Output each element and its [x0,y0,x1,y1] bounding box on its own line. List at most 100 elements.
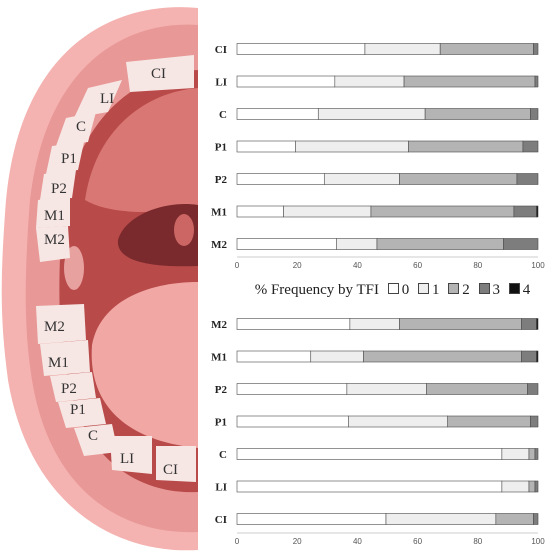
lower-tick-label: 20 [293,537,302,546]
upper-category-label: P1 [215,142,227,154]
lower-tick-label: 60 [413,537,422,546]
lower-molar-m1 [40,340,90,376]
tooth-label-upper-li: LI [100,91,114,107]
legend-item-2: 2 [448,282,470,299]
upper-bar-c-tfi-3 [530,108,539,120]
lower-bar-p1-tfi-3 [530,415,539,428]
lower-tick-label: 40 [353,537,362,546]
lower-category-label: M1 [211,352,227,364]
lower-bar-p2-tfi-1 [346,383,427,395]
upper-bar-m1-tfi-3 [513,205,537,218]
upper-tick-label: 60 [413,261,422,270]
upper-bar-p1-tfi-0 [236,140,296,153]
lower-bar-c-tfi-2 [528,448,536,460]
upper-bar-li-tfi-3 [534,75,539,88]
lower-premolar-p1 [58,398,106,428]
upper-bar-p2-tfi-3 [516,173,539,185]
upper-category-label: M1 [211,207,227,219]
lower-bar-ci-tfi-0 [236,513,387,525]
lower-category-label: P1 [215,417,227,429]
upper-category-label: LI [215,77,227,89]
upper-bar-m2-tfi-3 [503,238,539,250]
upper-bar-m1-tfi-0 [236,205,284,218]
lower-bar-m1-tfi-2 [363,350,522,363]
upper-bar-c-tfi-2 [424,108,531,120]
upper-premolar-p2 [40,170,76,200]
tooth-label-lower-c: C [88,428,98,444]
upper-bar-p2-tfi-0 [236,173,325,185]
lower-bar-m2-tfi-2 [399,318,522,330]
tooth-label-lower-m1: M1 [48,355,69,371]
legend-label-0: 0 [401,282,410,298]
tooth-label-upper-p1: P1 [61,151,77,167]
upper-premolar-p1 [46,142,84,174]
legend-swatch-2 [448,283,460,294]
lower-bar-m2-tfi-1 [349,318,400,330]
upper-bar-li-tfi-0 [236,75,336,88]
lower-bar-p1-tfi-0 [236,415,349,428]
upper-bar-p1-tfi-3 [522,140,539,153]
upper-bar-li-tfi-1 [334,75,405,88]
upper-bar-p2-tfi-1 [323,173,400,185]
upper-bar-c-tfi-0 [236,108,319,120]
upper-tick-label: 0 [235,261,240,270]
lower-bar-m1-tfi-1 [310,350,364,363]
upper-bar-ci-tfi-3 [533,43,539,55]
upper-bar-m2-tfi-2 [376,238,504,250]
upper-bar-ci-tfi-2 [439,43,534,55]
upper-jaw-chart: CI LI C P1 P2 M1 M2 0 20 40 60 80 100 [211,43,545,270]
tooth-label-upper-m2: M2 [44,232,65,248]
lower-tick-label: 100 [531,537,545,546]
lower-central-incisor [156,446,196,482]
upper-category-label: C [219,109,227,121]
tooth-label-upper-c: C [76,119,86,135]
lower-jaw-chart: M2 M1 P2 P1 C LI CI 0 20 40 60 80 100 [211,318,545,546]
upper-tick-label: 20 [293,261,302,270]
lower-bar-m1-tfi-4 [536,350,539,363]
upper-tick-label: 40 [353,261,362,270]
lower-bar-p1-tfi-1 [348,415,448,428]
upper-bar-p2-tfi-2 [399,173,518,185]
legend-label-1: 1 [432,282,440,298]
upper-bar-p1-tfi-1 [295,140,409,153]
lower-tick-label: 80 [473,537,482,546]
lower-bar-ci-tfi-2 [495,513,534,525]
tooth-label-upper-p2: P2 [51,181,67,197]
upper-bar-ci-tfi-0 [236,43,366,55]
lower-category-label: C [219,449,227,461]
legend-item-0: 0 [387,282,410,299]
lower-molar-m2 [36,304,86,344]
lower-bar-ci-tfi-3 [533,513,539,525]
lower-lateral-incisor [110,436,152,474]
lower-category-label: M2 [211,319,227,331]
upper-bar-p1-tfi-2 [408,140,524,153]
legend-item-4: 4 [508,282,530,299]
lower-bar-m1-tfi-3 [521,350,537,363]
lower-bar-c-tfi-0 [236,448,503,460]
mouth-illustration: CI LI C P1 P2 M1 M2 M2 M1 P2 P1 C LI CI [1,7,198,551]
lower-bar-m2-tfi-3 [521,318,537,330]
upper-canine [56,112,96,146]
uvula [174,214,194,246]
tooth-label-upper-m1: M1 [44,208,65,224]
legend-swatch-0 [387,283,399,294]
upper-bar-m1-tfi-1 [283,205,372,218]
legend-swatch-4 [508,283,520,294]
lower-bar-c-tfi-1 [501,448,530,460]
upper-tick-label: 80 [473,261,482,270]
lower-tick-label: 0 [235,537,240,546]
upper-lateral-incisor [74,80,122,118]
palate [85,88,198,212]
lower-bar-m2-tfi-0 [236,318,351,330]
lower-canine [74,424,118,456]
legend-title: % Frequency by TFI [254,282,380,298]
upper-bar-c-tfi-1 [317,108,426,120]
tooth-label-lower-li: LI [120,451,134,467]
lower-bar-li-tfi-3 [534,480,539,493]
legend-swatch-3 [478,283,490,294]
lower-category-label: CI [215,514,227,526]
lower-bar-li-tfi-1 [501,480,530,493]
lower-bar-c-tfi-3 [534,448,539,460]
legend: % Frequency by TFI 0 1 2 3 4 [240,282,545,299]
lower-bar-p2-tfi-3 [527,383,539,395]
